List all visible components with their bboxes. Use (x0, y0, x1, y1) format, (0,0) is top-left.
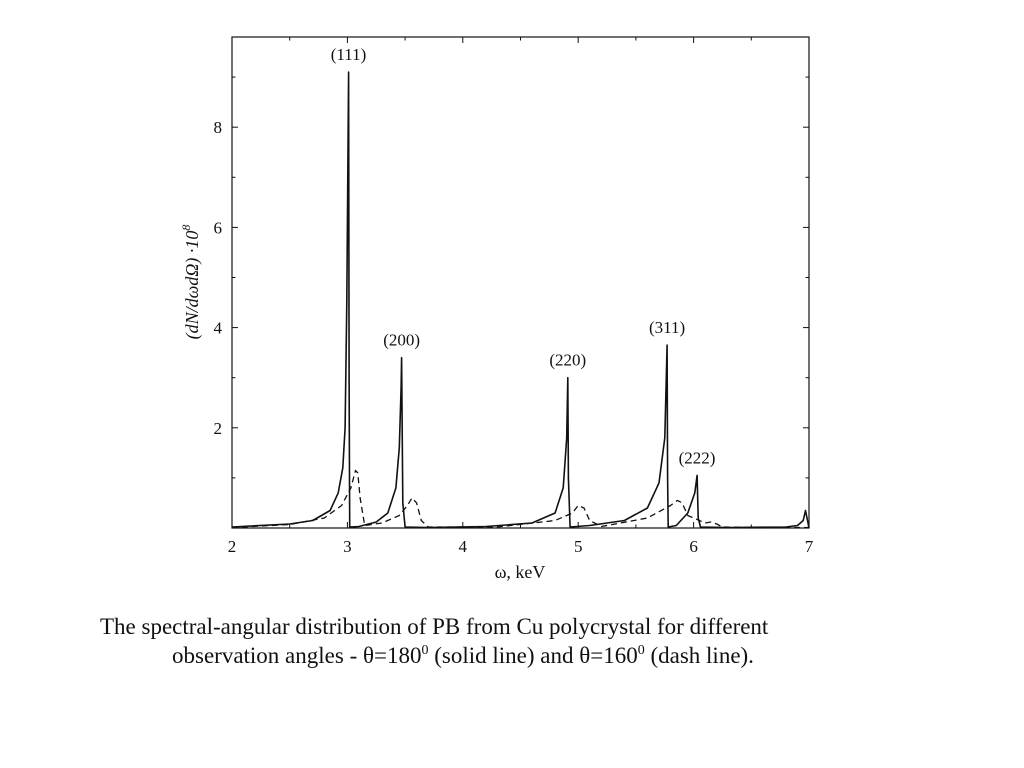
spectral-chart: 2 3 4 5 6 7 2 4 6 8 (111) (200) (220) (311) (222) ω, … (179, 36, 814, 582)
peak-label: (111) (331, 45, 367, 64)
y-tick-label: 2 (214, 419, 223, 438)
caption-line-2-b: (solid line) and θ=160 (428, 643, 638, 668)
y-tick-label: 4 (214, 319, 223, 338)
x-tick-label: 2 (228, 537, 237, 556)
x-tick-label: 7 (805, 537, 814, 556)
peak-labels: (111) (200) (220) (311) (222) (331, 45, 716, 467)
figure-caption: The spectral-angular distribution of PB … (100, 612, 940, 670)
caption-sup-2: 0 (637, 643, 645, 658)
series-solid-line (231, 71, 810, 529)
x-tick-label: 3 (343, 537, 352, 556)
peak-label: (200) (383, 331, 420, 350)
peak-label: (311) (649, 318, 685, 337)
peak-label: (222) (679, 448, 716, 467)
axis-ticks (231, 37, 810, 528)
y-axis-label-main: (dN/dωdΩ) ·10 (182, 231, 203, 340)
caption-line-2: observation angles - θ=1800 (solid line)… (100, 641, 940, 670)
x-tick-label: 6 (689, 537, 698, 556)
caption-line-2-c: (dash line). (644, 643, 754, 668)
peak-label: (220) (549, 351, 586, 370)
y-axis-label-exponent: 8 (179, 225, 193, 231)
series-lines (231, 71, 810, 529)
caption-line-2-a: observation angles - θ=180 (172, 643, 422, 668)
x-tick-label: 4 (459, 537, 468, 556)
tick-labels: 2 3 4 5 6 7 2 4 6 8 (214, 118, 814, 556)
y-axis-label: (dN/dωdΩ) ·108 (179, 225, 203, 340)
y-tick-label: 6 (214, 218, 223, 237)
series-dashed-line (231, 469, 809, 529)
caption-sup-1: 0 (421, 643, 429, 658)
plot-frame (231, 36, 810, 529)
y-tick-label: 8 (214, 118, 223, 137)
x-axis-label: ω, keV (495, 562, 546, 582)
caption-line-1: The spectral-angular distribution of PB … (100, 614, 769, 639)
x-tick-label: 5 (574, 537, 583, 556)
